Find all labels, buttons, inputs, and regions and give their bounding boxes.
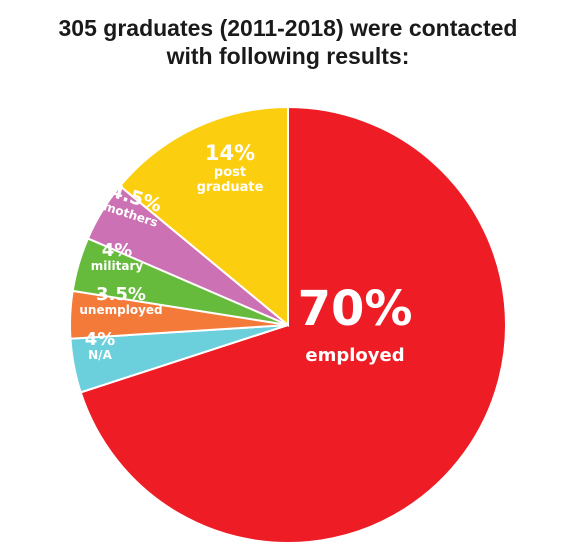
slice-percent-employed: 70% (298, 281, 413, 337)
chart-title-line-1: 305 graduates (2011-2018) were contacted (58, 15, 518, 41)
slice-label-n-a: 4%N/A (85, 329, 116, 362)
slice-name-post-graduate-0: post (214, 165, 246, 180)
chart-title-line-2: with following results: (166, 43, 410, 69)
slice-label-mothers: 4.5%mothers (102, 180, 165, 230)
chart-title: 305 graduates (2011-2018) were contacted… (0, 14, 576, 70)
slice-label-employed: 70% employed (298, 281, 413, 366)
slice-name-employed: employed (305, 345, 404, 366)
slice-percent-n-a: 4% (85, 329, 116, 350)
slice-name-post-graduate-1: graduate (197, 180, 264, 195)
slice-percent-military: 4% (102, 240, 133, 261)
slice-name-unemployed: unemployed (79, 303, 162, 317)
pie-slice-post-graduate (118, 105, 289, 328)
pie-slice-employed (79, 105, 507, 544)
slice-percent-unemployed: 3.5% (96, 284, 146, 305)
slice-percent-post-graduate: 14% (205, 141, 255, 165)
slice-label-military: 4%military (91, 240, 144, 273)
slice-label-unemployed: 3.5%unemployed (79, 284, 162, 317)
slice-name-n-a: N/A (88, 348, 112, 362)
slice-name-military: military (91, 259, 144, 273)
